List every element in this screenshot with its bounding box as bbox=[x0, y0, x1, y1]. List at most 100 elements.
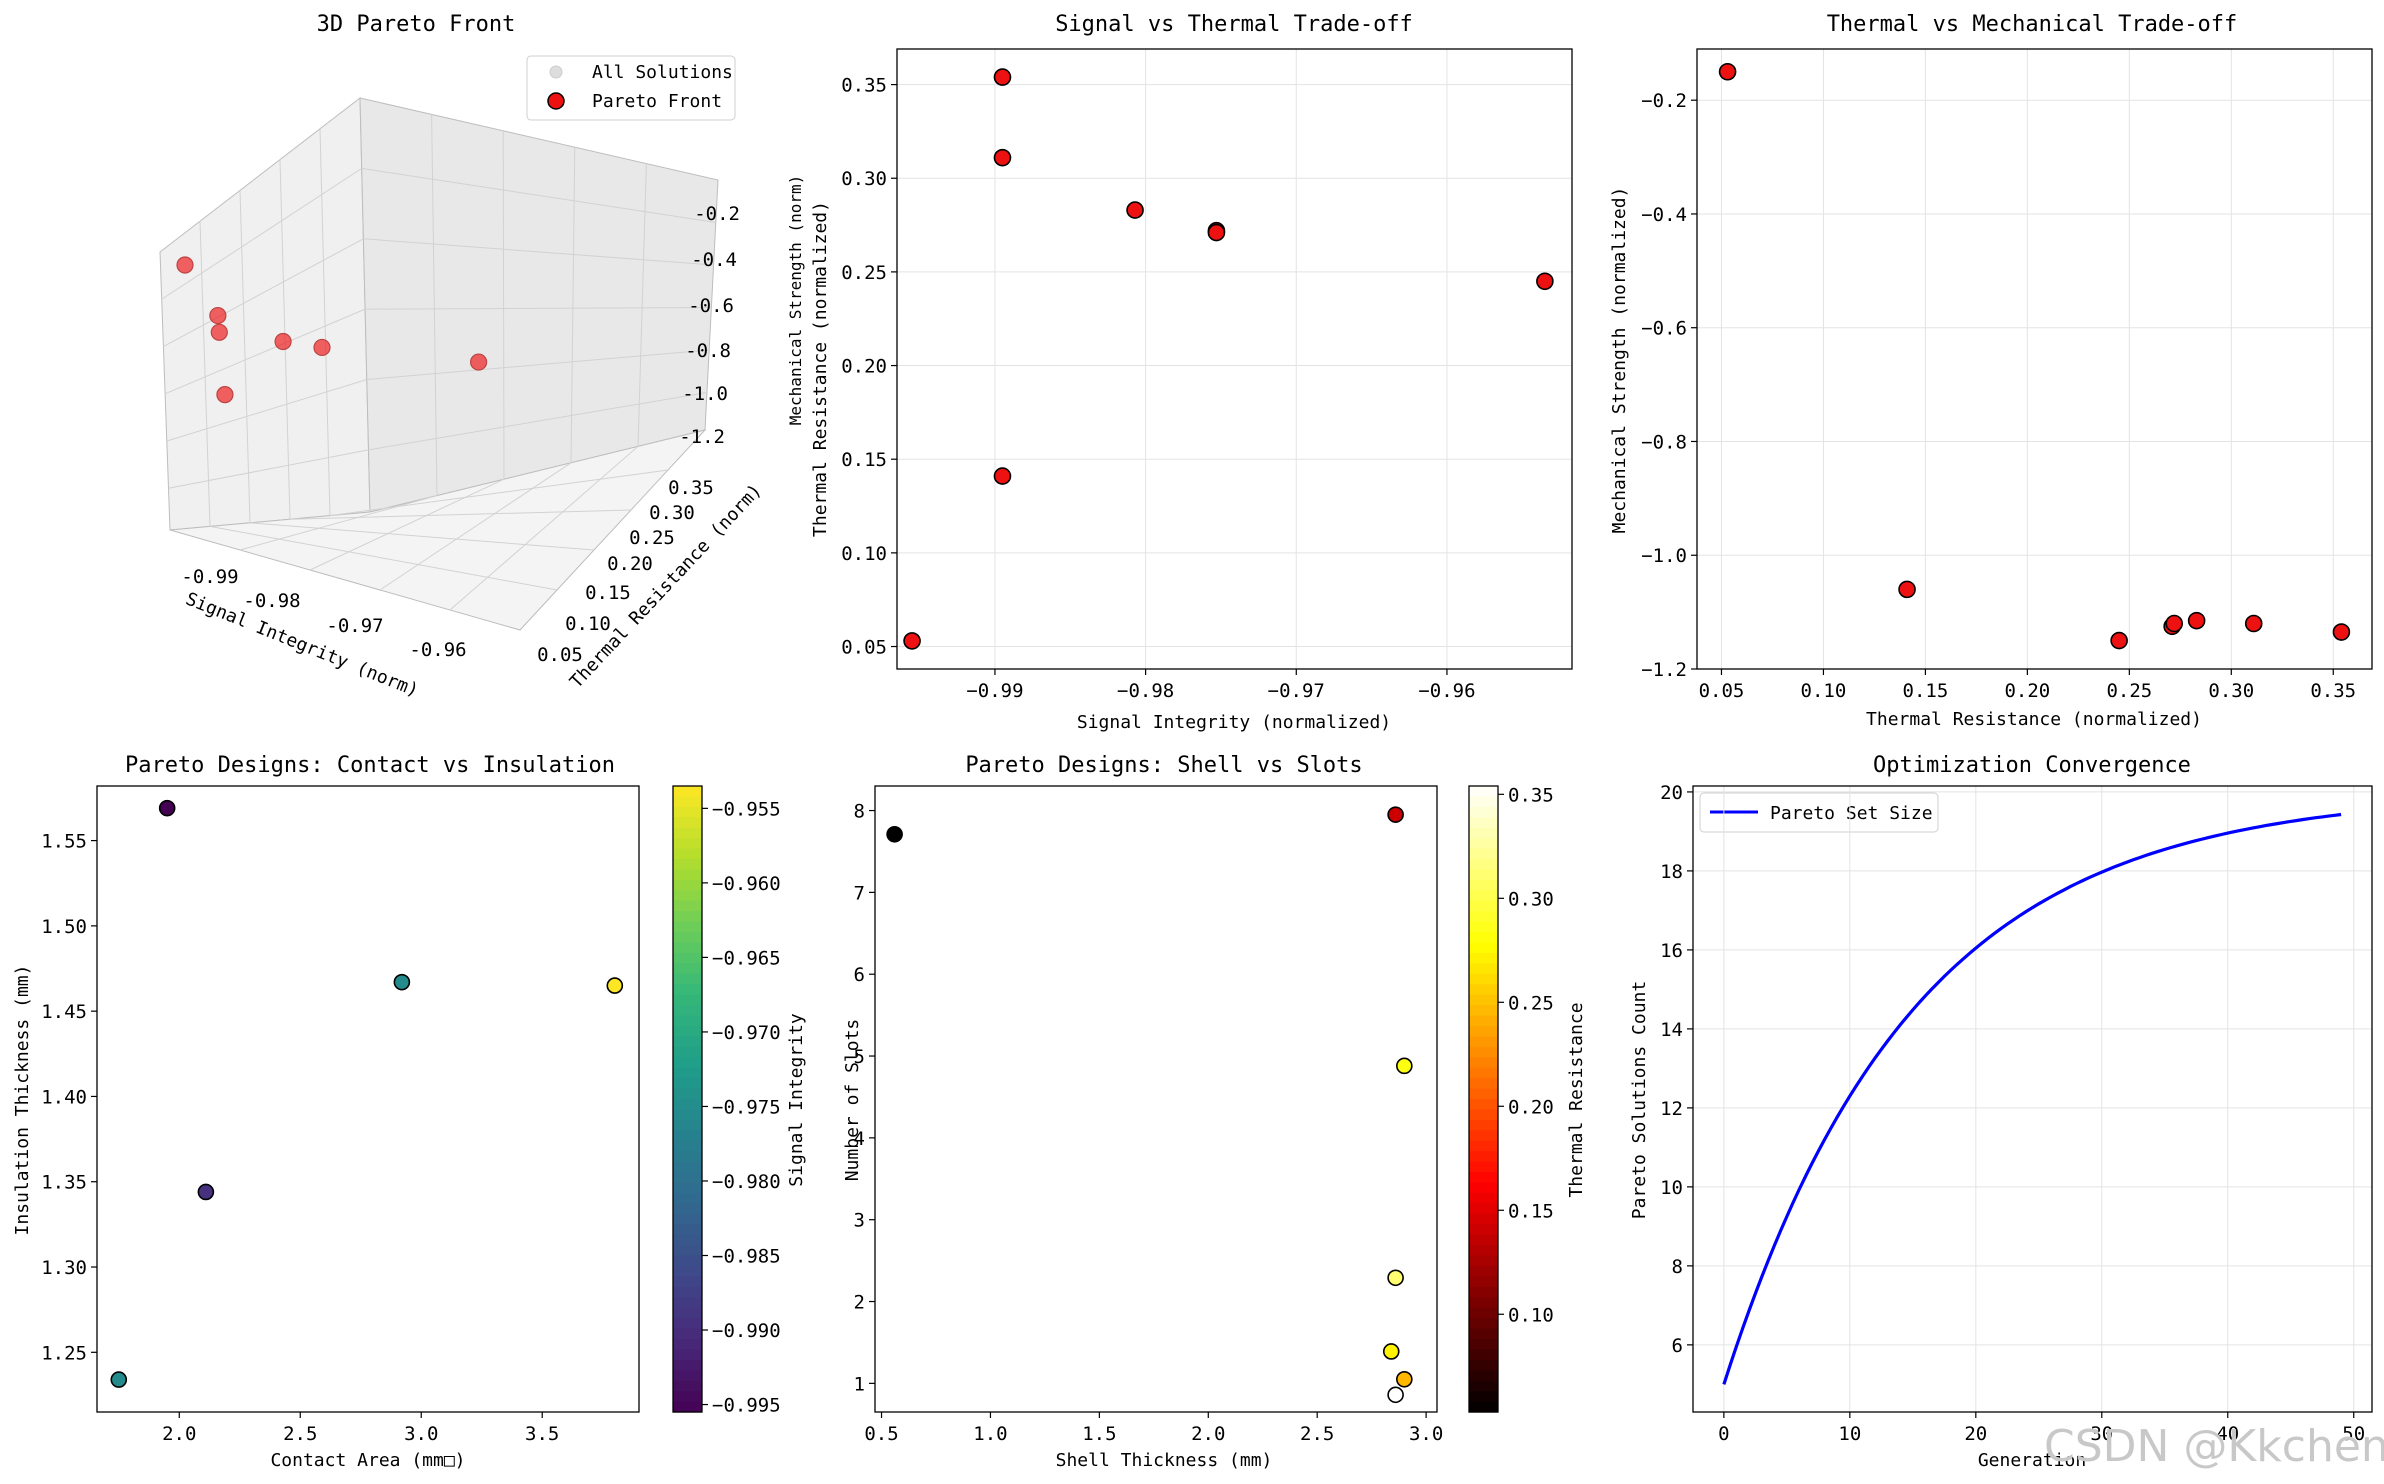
colorbar-swatch bbox=[673, 994, 702, 1006]
y-tick-label: 8 bbox=[1672, 1256, 1683, 1278]
legend-marker-all bbox=[549, 65, 563, 79]
x-tick-label: 0.30 bbox=[2208, 680, 2254, 702]
x-tick-label: 0.5 bbox=[864, 1423, 898, 1445]
colorbar-swatch bbox=[673, 921, 702, 933]
pareto-point-3d bbox=[176, 256, 194, 274]
colorbar-swatch bbox=[673, 1318, 702, 1330]
colorbar-swatch bbox=[1469, 1099, 1498, 1111]
legend-label-pareto-size: Pareto Set Size bbox=[1770, 803, 1933, 824]
colorbar-tick-label: −0.995 bbox=[712, 1395, 781, 1417]
y-tick-label: 5 bbox=[854, 1046, 865, 1068]
colorbar-swatch bbox=[1469, 1192, 1498, 1204]
y-tick-label: 1.50 bbox=[41, 916, 87, 938]
colorbar-swatch bbox=[673, 1109, 702, 1121]
colorbar-swatch bbox=[1469, 1067, 1498, 1079]
colorbar-tick-label: −0.965 bbox=[712, 947, 781, 969]
colorbar-swatch bbox=[673, 1192, 702, 1204]
points-3d bbox=[176, 256, 488, 404]
colorbar-swatch bbox=[673, 900, 702, 912]
watermark: CSDN @Kkchenjj bbox=[2044, 1421, 2384, 1472]
x-tick-label: 0.05 bbox=[1699, 680, 1745, 702]
colorbar-swatch bbox=[1469, 1234, 1498, 1246]
y-tick-label: −1.0 bbox=[1641, 545, 1687, 567]
colorbar-swatch bbox=[673, 1380, 702, 1392]
colorbar-swatch bbox=[1469, 1078, 1498, 1090]
colorbar-swatch bbox=[673, 984, 702, 996]
axes-frame bbox=[96, 785, 640, 1413]
grid-3d-line bbox=[168, 449, 369, 489]
colorbar-swatch bbox=[1469, 817, 1498, 829]
y-tick-label: 0.25 bbox=[841, 262, 887, 284]
design-point bbox=[110, 1371, 128, 1388]
y-tick-label: 0.15 bbox=[841, 449, 887, 471]
colorbar-swatch bbox=[673, 1286, 702, 1298]
colorbar-swatch bbox=[1469, 1015, 1498, 1027]
colorbar-tick-label: 0.20 bbox=[1508, 1096, 1554, 1118]
pareto-point bbox=[993, 467, 1012, 485]
chart-title-convergence: Optimization Convergence bbox=[1873, 753, 2191, 778]
colorbar-swatch bbox=[673, 1307, 702, 1319]
colorbar-swatch bbox=[1469, 1276, 1498, 1288]
colorbar-swatch bbox=[673, 869, 702, 881]
colorbar-swatch bbox=[1469, 1359, 1498, 1371]
colorbar-swatch bbox=[673, 1172, 702, 1184]
colorbar-swatch bbox=[673, 1234, 702, 1246]
tick-3d-y-5: 0.30 bbox=[649, 502, 695, 524]
colorbar-swatch bbox=[673, 1338, 702, 1350]
panel-3d-pareto: 3D Pareto Front -0.99 -0.98 -0.97 -0.96 … bbox=[159, 12, 766, 701]
x-tick-label: 2.5 bbox=[283, 1423, 317, 1445]
y-tick-label: 18 bbox=[1660, 861, 1683, 883]
colorbar-frame bbox=[672, 785, 703, 1413]
colorbar-swatch bbox=[673, 1036, 702, 1048]
y-tick-label: −0.6 bbox=[1641, 318, 1687, 340]
colorbar-tick-label: 0.35 bbox=[1508, 784, 1554, 806]
pareto-point bbox=[2244, 614, 2263, 633]
colorbar-swatch bbox=[1469, 1349, 1498, 1361]
colorbar-swatch bbox=[1469, 1391, 1498, 1403]
colorbar-swatch bbox=[673, 1255, 702, 1267]
overlap-label-mechanical: Mechanical Strength (norm) bbox=[786, 175, 805, 425]
y-tick-label: 1.40 bbox=[41, 1086, 87, 1108]
x-axis-label-thermal-mechanical: Thermal Resistance (normalized) bbox=[1866, 709, 2202, 730]
colorbar-swatch bbox=[673, 1119, 702, 1131]
colorbar-swatch bbox=[1469, 921, 1498, 933]
tick-3d-z-0: -0.2 bbox=[694, 203, 740, 225]
grid-3d-line bbox=[449, 446, 639, 611]
y-tick-label: 1.25 bbox=[41, 1342, 87, 1364]
grid-3d-line bbox=[361, 167, 716, 223]
colorbar-swatch bbox=[673, 1140, 702, 1152]
colorbar-swatch bbox=[673, 817, 702, 829]
tick-3d-y-6: 0.35 bbox=[668, 477, 714, 499]
colorbar-swatch bbox=[1469, 869, 1498, 881]
colorbar-swatch bbox=[1469, 1338, 1498, 1350]
colorbar-swatch bbox=[673, 1349, 702, 1361]
y-tick-label: 2 bbox=[854, 1292, 865, 1314]
pareto-point bbox=[903, 632, 921, 650]
grid-3d-line bbox=[209, 525, 558, 591]
colorbar-swatch bbox=[1469, 848, 1498, 860]
colorbar-tick-label: −0.970 bbox=[712, 1022, 781, 1044]
colorbar-swatch bbox=[1469, 879, 1498, 891]
grid-3d-line bbox=[199, 221, 211, 527]
legend-box bbox=[526, 55, 736, 121]
y-tick-label: 0.30 bbox=[841, 168, 887, 190]
colorbar-frame bbox=[1468, 785, 1499, 1413]
tick-3d-z-5: -1.2 bbox=[679, 426, 725, 448]
colorbar-tick-label: 0.25 bbox=[1508, 992, 1554, 1014]
x-tick-label: 2.0 bbox=[162, 1423, 196, 1445]
y-axis-label-insulation: Insulation Thickness (mm) bbox=[12, 965, 33, 1236]
panel-convergence: Optimization Convergence Generation Pare… bbox=[1629, 753, 2373, 1471]
colorbar-swatch bbox=[1469, 932, 1498, 944]
colorbar-tick-label: 0.10 bbox=[1508, 1304, 1554, 1326]
colorbar-swatch bbox=[1469, 1213, 1498, 1225]
x-tick-label: 0.10 bbox=[1801, 680, 1847, 702]
y-tick-label: 14 bbox=[1660, 1019, 1683, 1041]
x-tick-label: 0.15 bbox=[1903, 680, 1949, 702]
grid-3d bbox=[161, 114, 716, 611]
grid-3d-line bbox=[329, 469, 669, 517]
grid-3d-line bbox=[431, 114, 438, 496]
x-axis-label-generation: Generation bbox=[1978, 1450, 2086, 1471]
colorbar-swatch bbox=[673, 806, 702, 818]
chart-title-shell-slots: Pareto Designs: Shell vs Slots bbox=[965, 753, 1362, 778]
y-axis-label-signal-thermal: Thermal Resistance (normalized) bbox=[810, 201, 831, 537]
